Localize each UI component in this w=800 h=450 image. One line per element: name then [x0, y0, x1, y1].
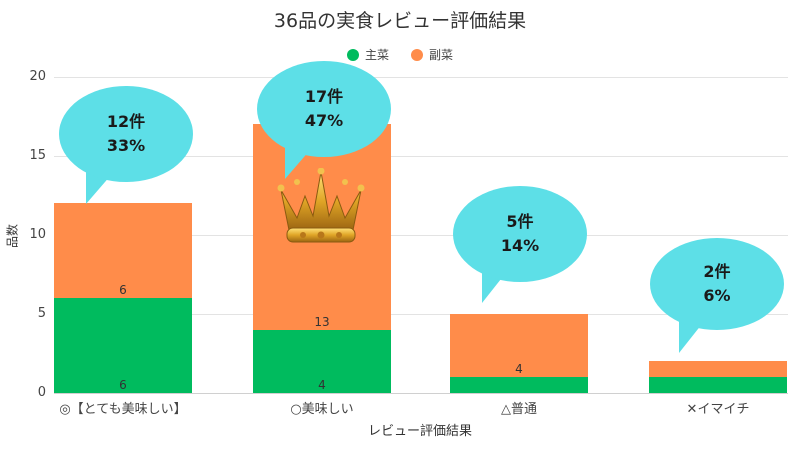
gridline-15	[54, 156, 788, 157]
bar-segment-side	[54, 203, 192, 298]
bubble-count: 17件	[304, 87, 344, 106]
bubble-percent: 33%	[106, 136, 146, 155]
bar-segment-main	[649, 377, 787, 393]
bubble-percent: 47%	[304, 111, 344, 130]
legend: 主菜 副菜	[0, 46, 800, 63]
legend-item-main[interactable]: 主菜	[346, 46, 389, 63]
legend-dot-main-icon	[346, 48, 359, 61]
chart-title: 36品の実食レビュー評価結果	[273, 10, 527, 32]
callout-bubble-average: 5件 14%	[453, 186, 587, 282]
legend-dot-side-icon	[411, 48, 423, 61]
bubble-percent: 14%	[500, 236, 540, 255]
bar-very-tasty[interactable]: 6 6	[54, 203, 192, 393]
y-tick-5: 5	[37, 306, 46, 321]
bar-not-good[interactable]	[649, 361, 787, 393]
segment-label-main: 6	[119, 378, 127, 392]
y-tick-15: 15	[29, 148, 46, 163]
legend-label-main: 主菜	[364, 48, 389, 62]
callout-bubble-not-good: 2件 6%	[650, 238, 784, 330]
segment-label-side: 6	[119, 283, 127, 297]
y-tick-0: 0	[37, 385, 46, 400]
segment-label-side: 13	[314, 315, 330, 329]
x-axis-label: レビュー評価結果	[367, 424, 472, 439]
bar-segment-main	[54, 298, 192, 393]
bar-tasty[interactable]: 13 4	[253, 124, 391, 393]
legend-item-side[interactable]: 副菜	[411, 46, 453, 63]
x-tick-not-good: ✕イマイチ	[686, 402, 750, 417]
y-tick-10: 10	[29, 227, 46, 242]
callout-bubble-tasty: 17件 47%	[257, 61, 391, 157]
x-tick-tasty: ○美味しい	[290, 402, 354, 417]
bubble-count: 12件	[106, 112, 146, 131]
x-tick-average: △普通	[501, 402, 537, 417]
segment-label-side: 4	[515, 362, 523, 376]
segment-label-main: 4	[318, 378, 326, 392]
gridline-0	[54, 393, 788, 394]
legend-label-side: 副菜	[429, 48, 454, 62]
bar-average[interactable]: 4	[450, 314, 588, 393]
plot-area	[54, 77, 788, 394]
crown-icon	[277, 168, 365, 243]
bar-segment-main	[253, 330, 391, 393]
bar-segment-side	[450, 314, 588, 377]
bubble-count: 2件	[703, 262, 731, 281]
gridline-10	[54, 235, 788, 236]
gridline-20	[54, 77, 788, 78]
y-tick-20: 20	[29, 69, 46, 84]
bubble-count: 5件	[506, 212, 534, 231]
callout-bubble-very-tasty: 12件 33%	[59, 86, 193, 182]
bar-segment-main	[450, 377, 588, 393]
bubble-percent: 6%	[703, 286, 731, 305]
gridline-5	[54, 314, 788, 315]
bar-segment-side	[649, 361, 787, 377]
x-tick-very-tasty: ◎【とても美味しい】	[59, 402, 187, 417]
